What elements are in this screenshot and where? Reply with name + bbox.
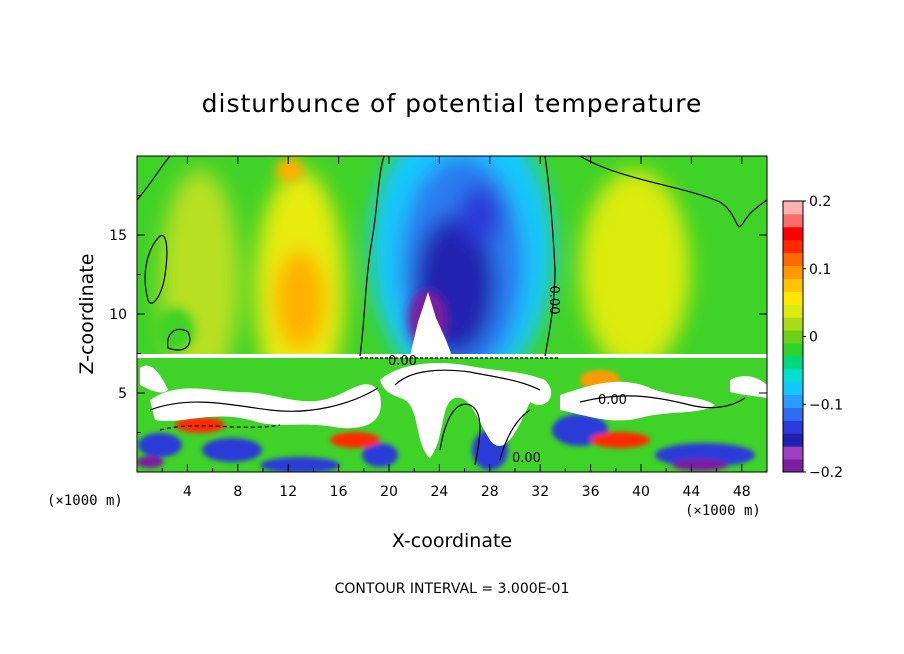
contour-label-2: 0.00: [388, 354, 417, 369]
contour-zero-west: [359, 156, 385, 357]
colorbar-label: −0.2: [809, 465, 843, 481]
colorbar-label: 0: [809, 330, 818, 346]
contour-lower-2: [394, 369, 541, 391]
white-plume-center: [380, 362, 552, 458]
contour-zero-east: [544, 156, 556, 357]
blob-blue-1: [138, 433, 182, 457]
x-unit-right: (×1000 m): [685, 503, 761, 519]
x-tick-label: 40: [632, 484, 650, 500]
y-tick-label: 5: [118, 386, 127, 402]
x-tick-label: 28: [481, 484, 499, 500]
x-unit-left: (×1000 m): [47, 493, 123, 509]
cold-spike-white: [410, 292, 452, 356]
contour-lower-dashed: [159, 424, 281, 431]
colorbar-swatch: [783, 407, 803, 421]
contour-labels: 0.00 0.00 0.00 0.00: [388, 286, 627, 466]
x-axis-label: X-coordinate: [392, 530, 512, 552]
colorbar-swatch: [783, 355, 803, 370]
contour-label-4: 0.00: [512, 451, 541, 466]
y-axis-label: Z-coordinate: [76, 254, 98, 375]
x-tick-label: 8: [233, 484, 242, 500]
colorbar-swatch: [783, 330, 803, 344]
white-streak-right: [730, 376, 767, 398]
contour-label-3: 0.00: [598, 393, 627, 408]
colorbar-frame: [782, 200, 804, 473]
colorbar-swatch: [783, 252, 803, 267]
x-tick-label: 4: [183, 484, 192, 500]
x-tick-label: 24: [430, 484, 448, 500]
contour-label-1: 0.00: [546, 286, 561, 315]
blob-violet-2: [672, 459, 728, 471]
colorbar-swatch: [783, 304, 803, 318]
colorbar-label: 0.1: [809, 262, 831, 278]
contour-lower-1: [149, 387, 379, 412]
x-tick-label: 12: [279, 484, 297, 500]
colorbar-swatch: [783, 394, 803, 408]
warm-peak-mid: [276, 158, 304, 182]
contour-lower-4: [579, 395, 746, 409]
colorbar-swatch: [783, 459, 803, 473]
x-tick-label: 20: [380, 484, 398, 500]
x-tick-label: 36: [582, 484, 600, 500]
colorbar-label: 0.2: [809, 194, 831, 210]
warm-core-mid: [275, 250, 325, 350]
colorbar-swatch: [783, 213, 803, 228]
white-plume-right: [560, 381, 715, 421]
colorbar-swatch: [783, 201, 803, 215]
blob-blue-4: [362, 443, 398, 467]
colorbar-swatch: [783, 420, 803, 434]
contour-lower-5: [499, 409, 531, 461]
contour-lower-3: [439, 403, 481, 466]
contour-left-loop: [144, 235, 168, 304]
white-streak-left: [140, 365, 168, 393]
x-tick-label: 32: [531, 484, 549, 500]
colorbar-swatch: [783, 368, 803, 383]
colorbar-swatch: [783, 433, 803, 447]
x-tick-label: 16: [330, 484, 348, 500]
colorbar-label: −0.1: [809, 397, 843, 413]
y-tick-label: 15: [109, 228, 127, 244]
white-plume-left: [150, 384, 381, 429]
warm-column-right: [580, 170, 690, 370]
contour-left-edge: [137, 156, 171, 201]
colorbar-swatch: [783, 342, 803, 357]
contours: [137, 156, 767, 466]
upper-cool-patch: [458, 185, 502, 245]
contour-interval-note: CONTOUR INTERVAL = 3.000E-01: [335, 581, 570, 597]
colorbar-swatch: [783, 317, 803, 331]
y-tick-label: 10: [109, 307, 127, 323]
contour-upper-right: [579, 156, 767, 228]
blob-blue-3: [260, 457, 340, 472]
interface-line: [137, 354, 767, 358]
chart-title: disturbunce of potential temperature: [202, 89, 703, 118]
colorbar-swatch: [783, 226, 803, 241]
colorbar-swatch: [783, 265, 803, 279]
colorbar-swatch: [783, 446, 803, 460]
heatmap-field: 0.00 0.00 0.00 0.00: [137, 156, 767, 472]
contour-small-loop: [166, 328, 191, 351]
colorbar: 0.2 0.1 0 −0.1 −0.2: [783, 194, 843, 481]
blob-red-2: [330, 432, 380, 448]
blob-red-1: [175, 417, 225, 433]
blob-blue-2: [202, 438, 262, 462]
colorbar-swatch: [783, 239, 803, 254]
blob-red-3: [590, 432, 650, 448]
x-tick-label: 44: [682, 484, 700, 500]
colorbar-swatch: [783, 291, 803, 305]
colorbar-swatch: [783, 278, 803, 292]
x-tick-label: 48: [733, 484, 751, 500]
colorbar-swatch: [783, 381, 803, 396]
blob-violet-1: [137, 456, 164, 468]
